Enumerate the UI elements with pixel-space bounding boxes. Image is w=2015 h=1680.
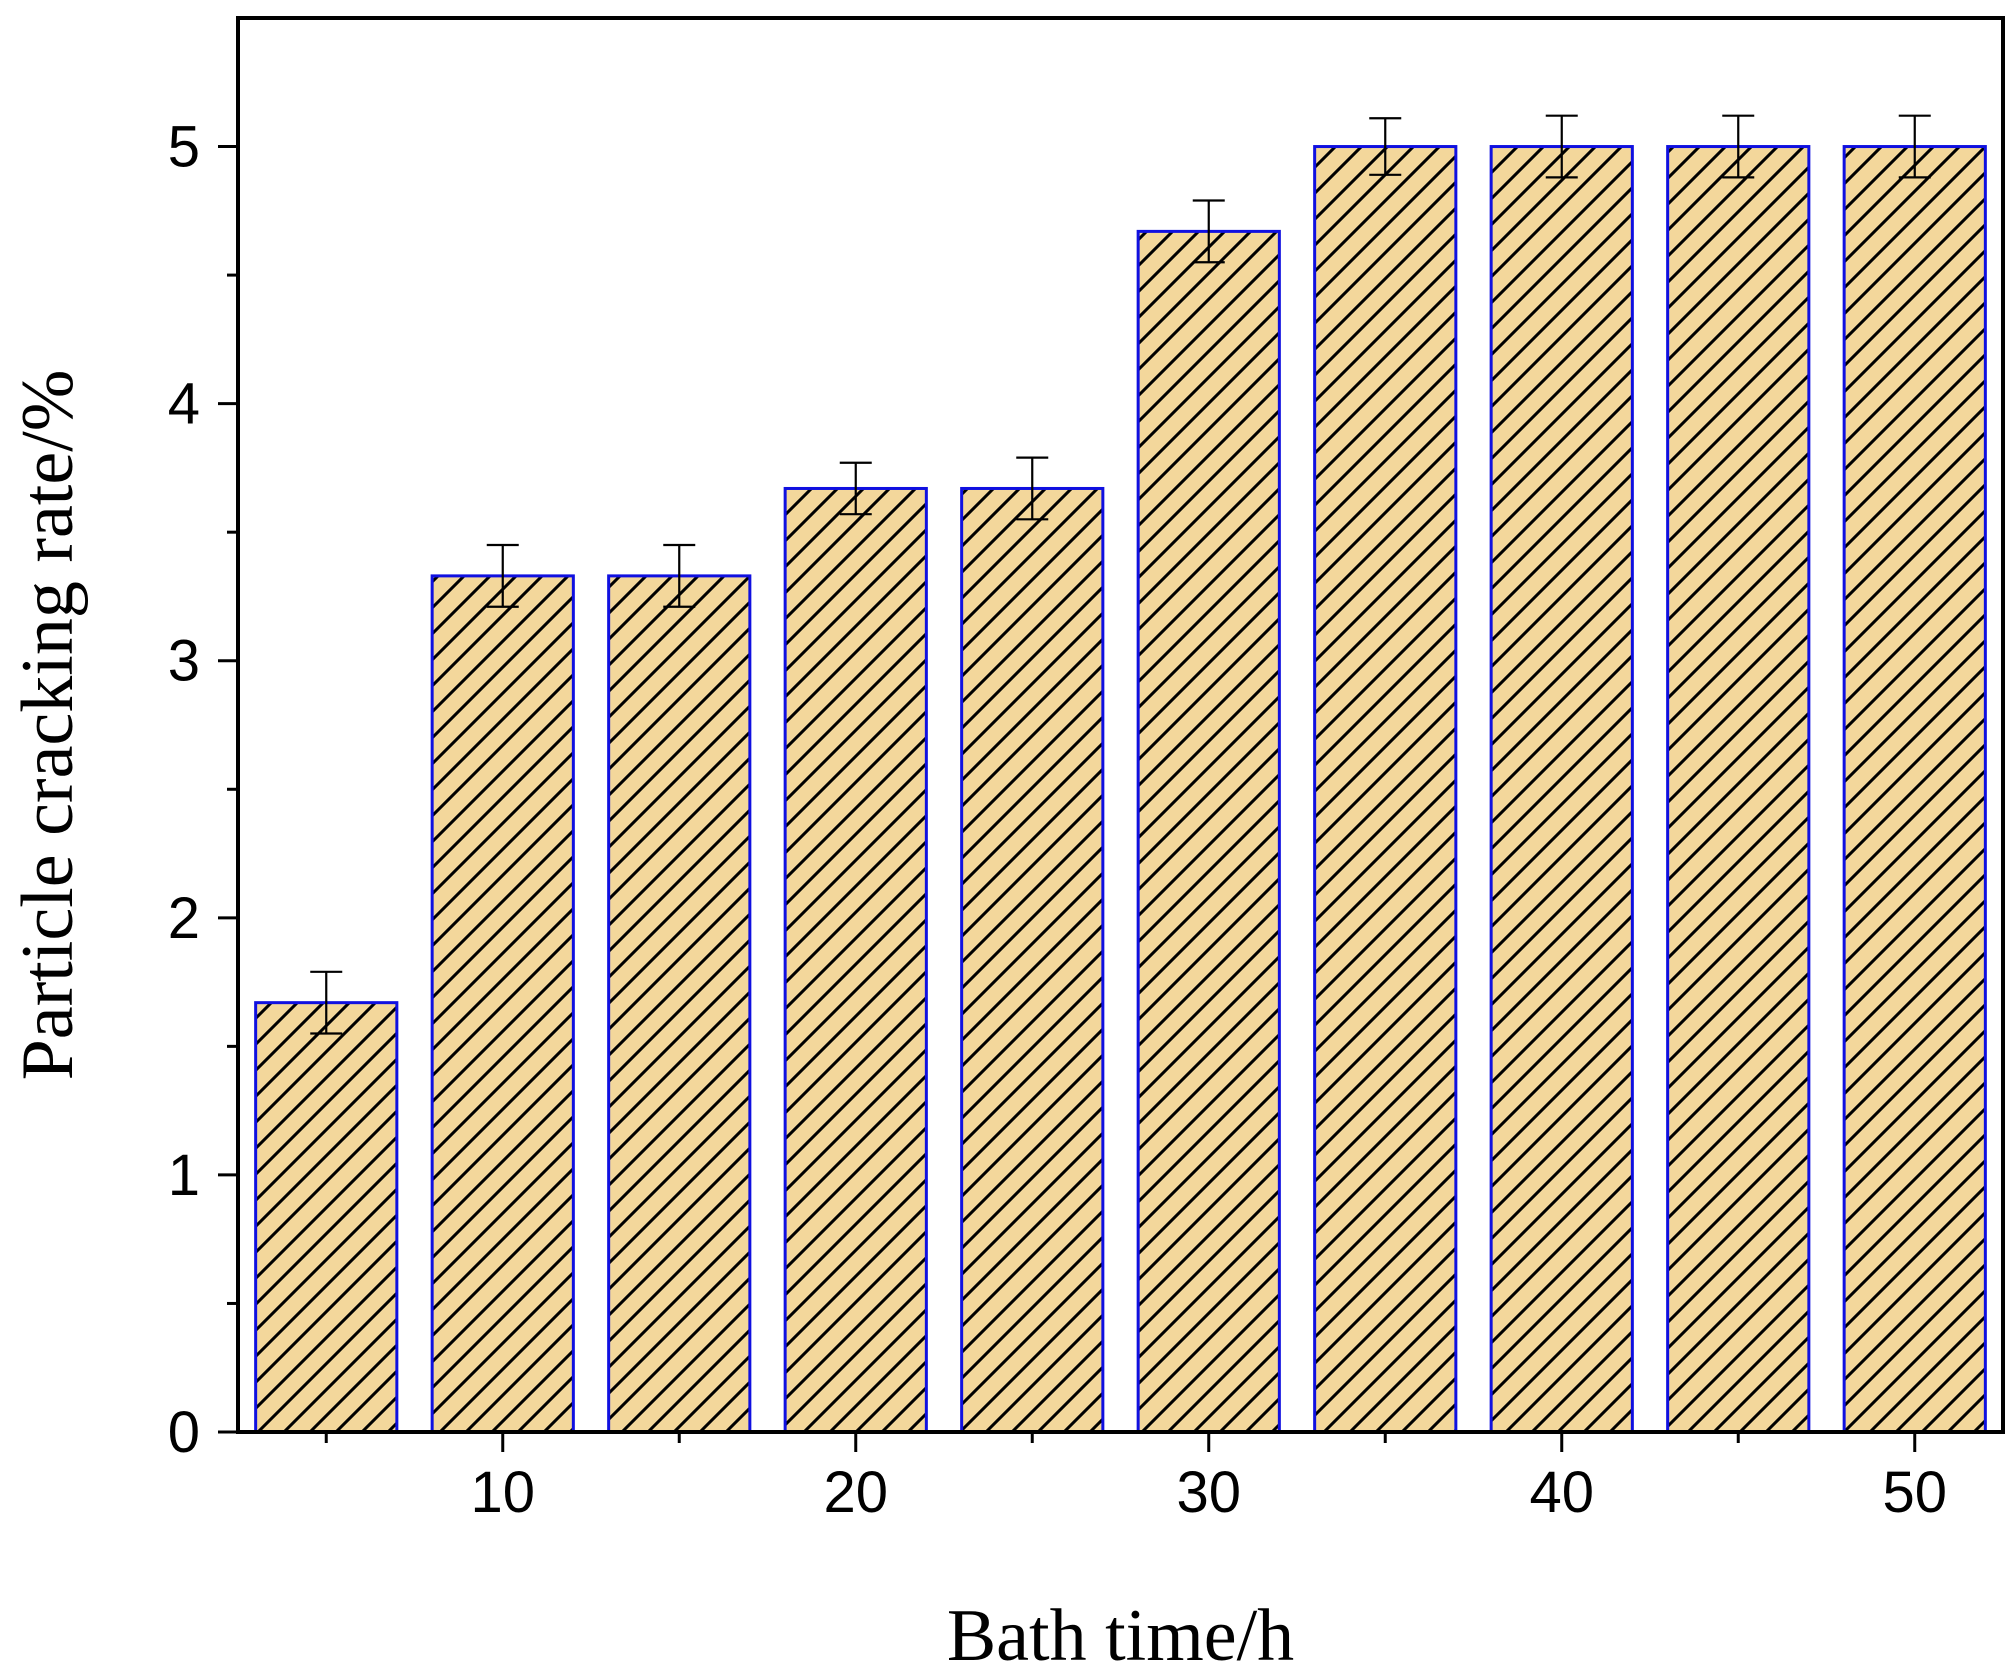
bar-20 — [783, 486, 928, 1434]
x-tick-label-30: 30 — [1176, 1460, 1241, 1525]
error-bar-20 — [839, 461, 872, 516]
error-bar-25 — [1016, 456, 1049, 521]
plot-frame — [236, 16, 2005, 1434]
error-bar-5 — [310, 970, 343, 1035]
x-axis-ticks: 10 20 30 40 50 — [324, 1432, 1947, 1525]
x-tick-label-20: 20 — [823, 1460, 888, 1525]
bar-25 — [960, 486, 1105, 1434]
error-bar-50 — [1898, 114, 1931, 179]
x-tick-label-40: 40 — [1529, 1460, 1594, 1525]
bar-50 — [1842, 145, 1987, 1434]
error-bars-layer — [310, 114, 1931, 1035]
x-tick-label-10: 10 — [470, 1460, 535, 1525]
bar-35 — [1313, 145, 1458, 1434]
y-tick-label-5: 5 — [168, 115, 200, 180]
error-bar-40 — [1545, 114, 1578, 179]
error-bar-10 — [486, 543, 519, 608]
x-axis-title: Bath time/h — [947, 1595, 1294, 1677]
bar-40 — [1489, 145, 1634, 1434]
bar-15 — [607, 574, 752, 1434]
y-tick-label-4: 4 — [168, 372, 200, 437]
y-axis-title: Particle cracking rate/% — [7, 370, 89, 1081]
y-tick-label-2: 2 — [168, 886, 200, 951]
error-bar-35 — [1369, 117, 1402, 176]
y-tick-label-0: 0 — [168, 1400, 200, 1465]
y-axis-ticks: 0 1 2 3 4 5 — [168, 115, 238, 1465]
bars-layer — [254, 145, 1987, 1434]
y-tick-label-3: 3 — [168, 629, 200, 694]
bar-5 — [254, 1001, 399, 1434]
error-bar-15 — [663, 543, 696, 608]
error-bar-30 — [1192, 199, 1225, 264]
bar-10 — [430, 574, 575, 1434]
bar-45 — [1666, 145, 1811, 1434]
error-bar-45 — [1722, 114, 1755, 179]
x-tick-label-50: 50 — [1882, 1460, 1947, 1525]
y-tick-label-1: 1 — [168, 1143, 200, 1208]
bar-30 — [1136, 229, 1281, 1434]
